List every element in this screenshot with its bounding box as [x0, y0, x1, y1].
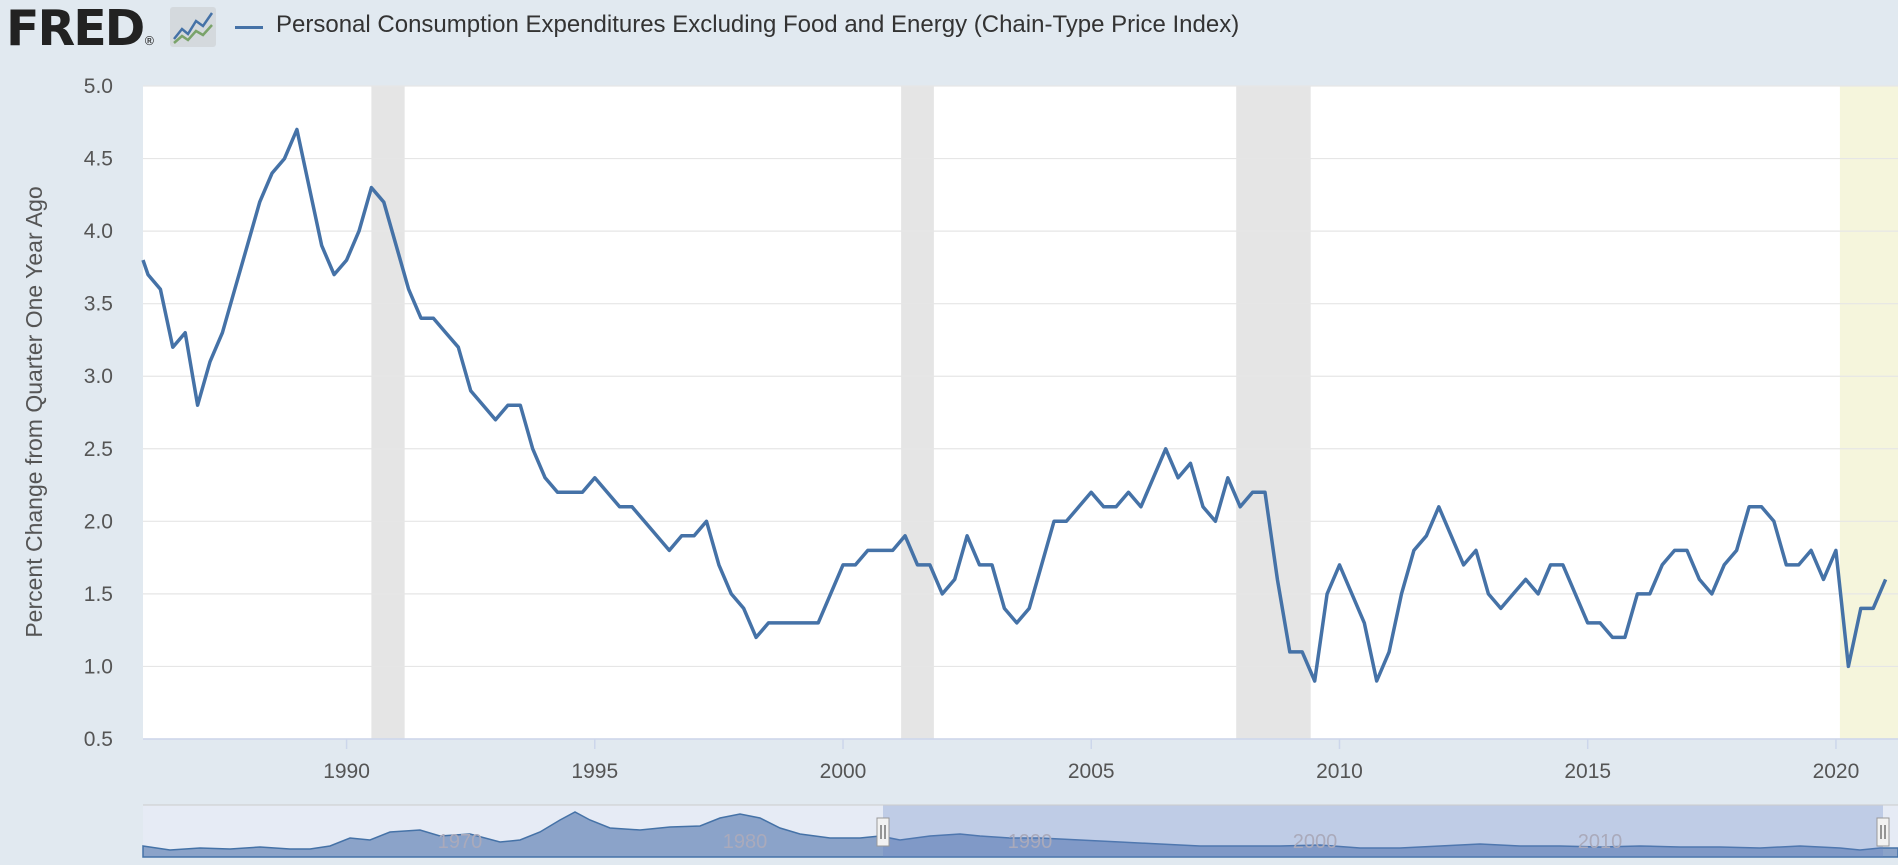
- navigator-label: 2000: [1293, 831, 1338, 853]
- x-tick-label: 2020: [1813, 760, 1860, 783]
- x-axis-ticks: 1990 1995 2000 2005 2010 2015 2020: [323, 739, 1859, 783]
- recession-band: [371, 86, 405, 739]
- x-tick-label: 2010: [1316, 760, 1363, 783]
- recession-band: [1236, 86, 1311, 739]
- navigator-series-area: [142, 811, 1898, 858]
- x-tick-label: 2015: [1564, 760, 1611, 783]
- y-axis-label: Percent Change from Quarter One Year Ago: [21, 186, 47, 637]
- line-chart-icon: [170, 7, 216, 47]
- logo-text: FRED: [6, 0, 145, 57]
- x-tick-label: 1990: [323, 760, 370, 783]
- navigator-label: 1990: [1008, 831, 1053, 853]
- navigator-label: 2010: [1578, 831, 1623, 853]
- navigator-labels: 1970 1980 1990 2000 2010: [438, 831, 1623, 853]
- series-line[interactable]: [141, 127, 1888, 683]
- y-tick-label: 1.5: [84, 583, 113, 606]
- navigator-label: 1980: [723, 831, 768, 853]
- y-tick-label: 5.0: [84, 75, 113, 98]
- x-tick-label: 2005: [1068, 760, 1115, 783]
- y-tick-label: 4.5: [84, 148, 113, 171]
- plot-area: [143, 86, 1898, 739]
- logo-registered-mark: ®: [143, 34, 156, 48]
- recession-band: [901, 86, 934, 739]
- x-tick-label: 2000: [820, 760, 867, 783]
- y-tick-label: 1.0: [84, 655, 113, 678]
- navigator-handle-left[interactable]: [876, 817, 890, 847]
- y-axis-ticks: 0.5 1.0 1.5 2.0 2.5 3.0 3.5 4.0 4.5 5.0: [84, 75, 113, 751]
- y-tick-label: 0.5: [84, 728, 113, 751]
- y-tick-label: 3.0: [84, 365, 113, 388]
- x-tick-label: 1995: [571, 760, 618, 783]
- navigator-handle-right[interactable]: [1876, 817, 1890, 847]
- y-tick-label: 4.0: [84, 220, 113, 243]
- range-navigator[interactable]: 1970 1980 1990 2000 2010: [142, 804, 1898, 858]
- chart-header: FRED® Personal Consumption Expenditures …: [0, 0, 1898, 60]
- gridlines: [143, 85, 1898, 740]
- y-tick-label: 2.5: [84, 438, 113, 461]
- legend-series-label[interactable]: Personal Consumption Expenditures Exclud…: [276, 11, 1240, 38]
- fred-logo[interactable]: FRED®: [6, 2, 155, 68]
- y-tick-label: 3.5: [84, 293, 113, 316]
- legend-series-swatch: [235, 26, 263, 29]
- navigator-selected-range: [883, 805, 1883, 857]
- shaded-bands: [371, 86, 1898, 739]
- y-tick-label: 2.0: [84, 510, 113, 533]
- navigator-label: 1970: [438, 831, 483, 853]
- highlight-band: [1839, 86, 1898, 739]
